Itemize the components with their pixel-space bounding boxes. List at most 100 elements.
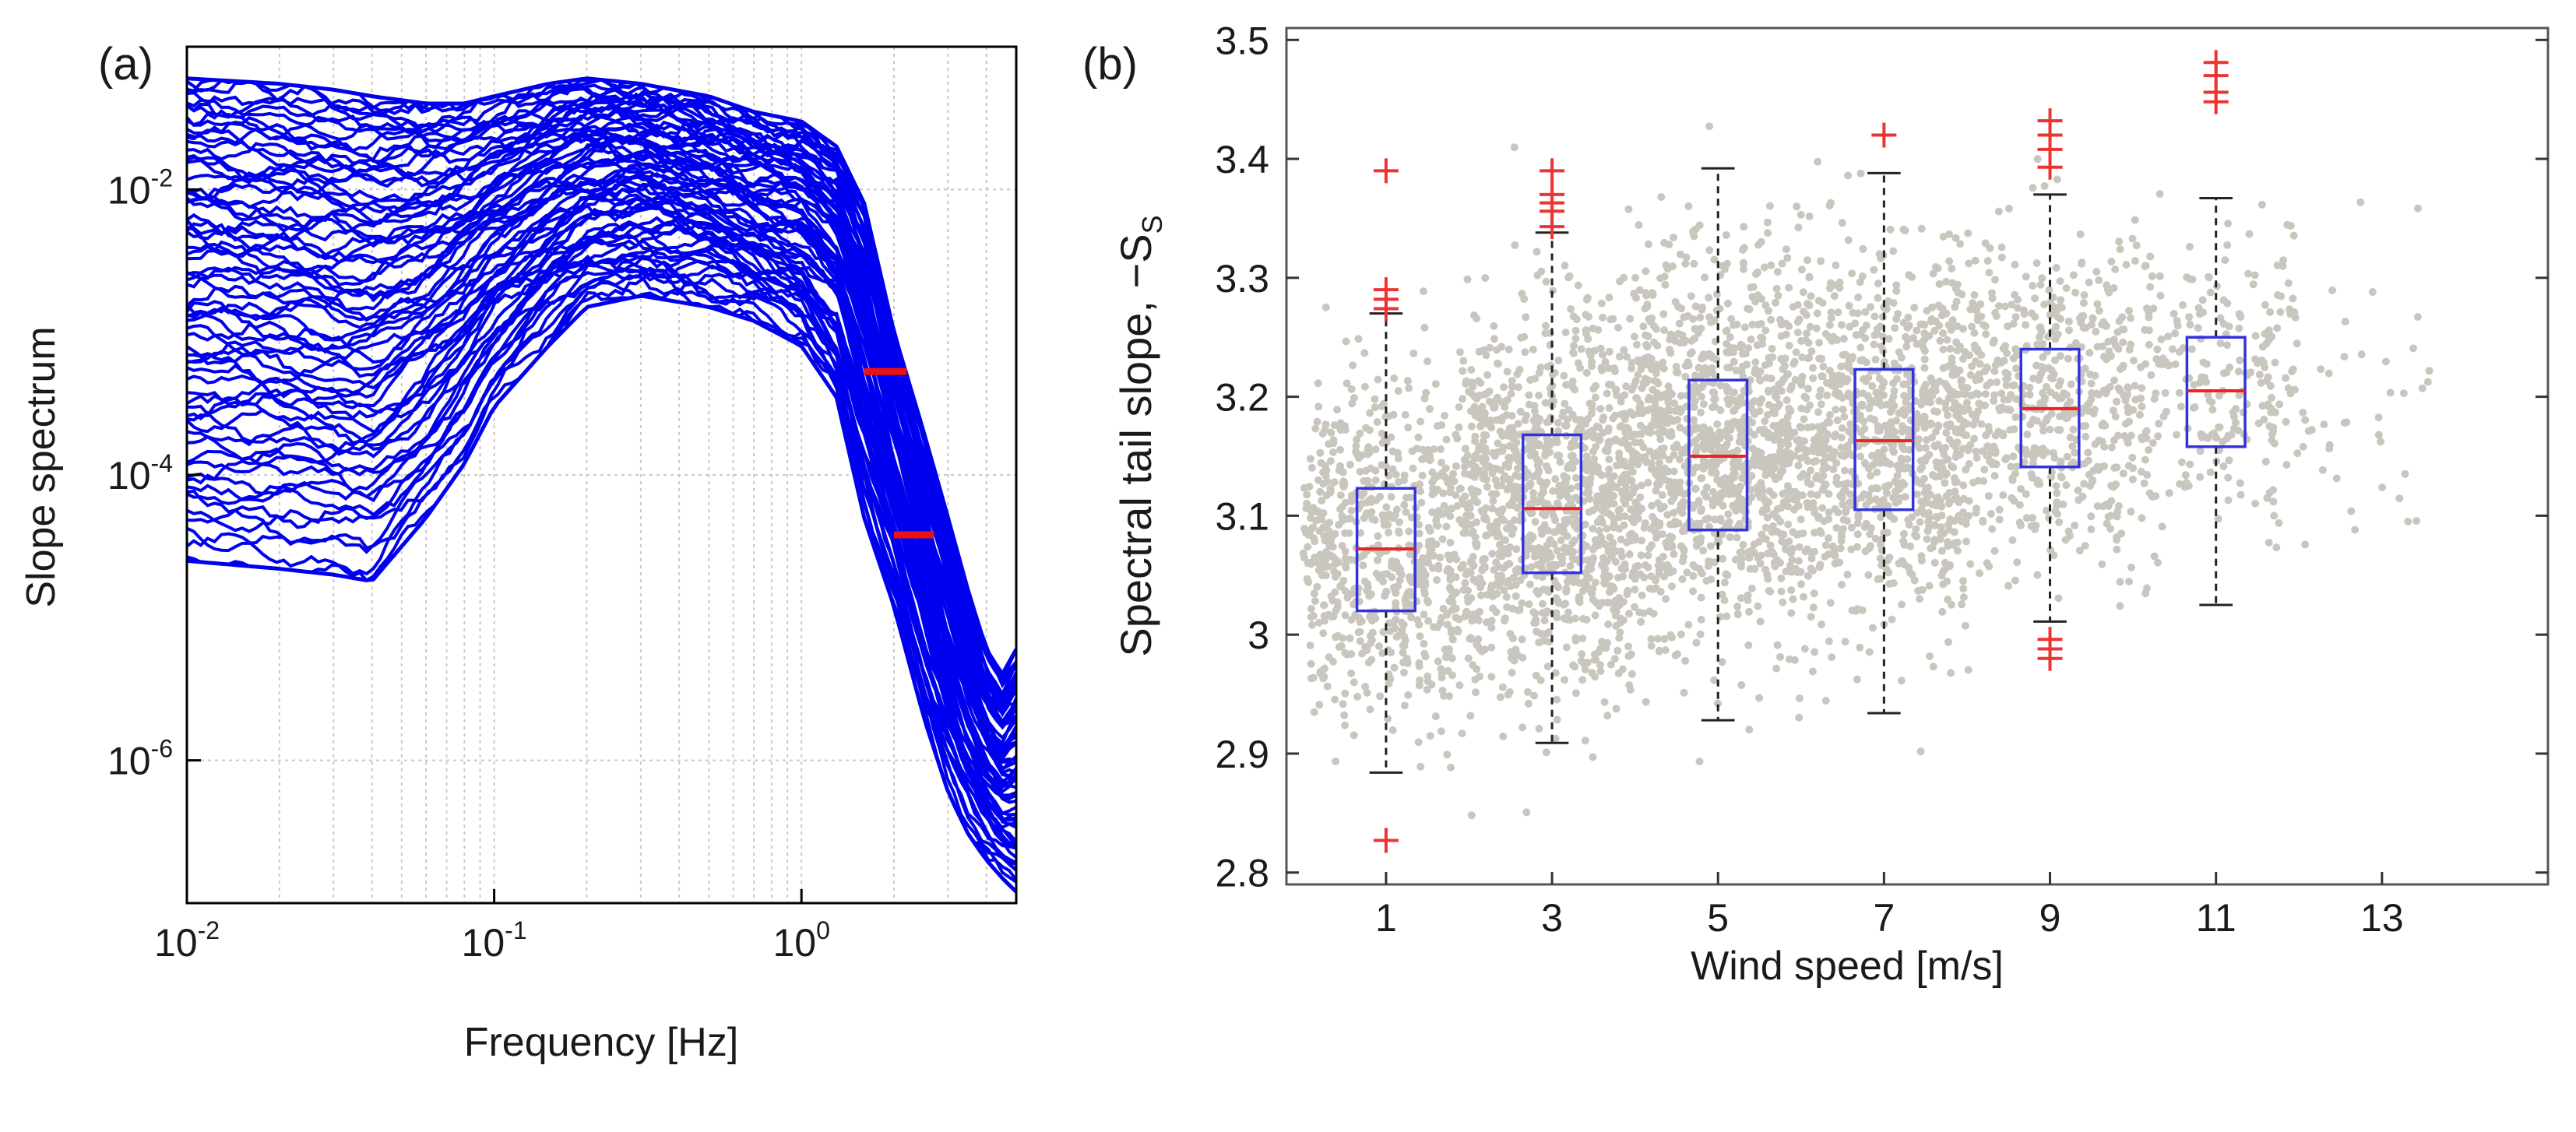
scatter-point bbox=[1382, 588, 1391, 596]
scatter-point bbox=[1599, 313, 1606, 322]
scatter-point bbox=[1571, 326, 1580, 335]
scatter-point bbox=[2057, 296, 2065, 304]
scatter-point bbox=[1657, 445, 1666, 453]
scatter-point bbox=[1600, 698, 1609, 706]
scatter-point bbox=[1809, 374, 1818, 382]
scatter-point bbox=[1446, 573, 1455, 582]
scatter-point bbox=[1437, 445, 1445, 453]
scatter-point bbox=[1680, 490, 1688, 498]
scatter-point bbox=[2332, 474, 2341, 483]
scatter-point bbox=[2001, 302, 2009, 311]
scatter-point bbox=[1975, 399, 1983, 408]
scatter-point bbox=[2105, 288, 2113, 297]
scatter-point bbox=[1712, 469, 1720, 477]
scatter-point bbox=[1773, 528, 1782, 536]
scatter-point bbox=[1645, 585, 1654, 592]
scatter-point bbox=[1457, 564, 1466, 572]
scatter-point bbox=[1740, 244, 1748, 252]
scatter-point bbox=[1761, 455, 1768, 464]
scatter-point bbox=[1452, 613, 1460, 622]
scatter-point bbox=[1966, 305, 1975, 314]
scatter-point bbox=[2004, 322, 2012, 331]
scatter-point bbox=[1761, 361, 1769, 369]
scatter-point bbox=[1617, 438, 1626, 447]
scatter-point bbox=[1399, 649, 1407, 657]
scatter-point bbox=[1751, 564, 1759, 573]
scatter-point bbox=[1941, 558, 1949, 567]
scatter-point bbox=[1723, 440, 1731, 448]
scatter-point bbox=[1832, 378, 1840, 387]
scatter-point bbox=[1803, 256, 1811, 265]
scatter-point bbox=[1551, 475, 1560, 483]
scatter-point bbox=[1442, 522, 1451, 531]
scatter-point bbox=[2155, 190, 2164, 199]
scatter-point bbox=[1889, 247, 1898, 255]
scatter-point bbox=[2009, 381, 2017, 389]
scatter-point bbox=[1305, 483, 1314, 491]
scatter-point bbox=[1678, 448, 1686, 457]
scatter-point bbox=[2056, 277, 2064, 286]
scatter-point bbox=[1366, 705, 1374, 714]
scatter-point bbox=[1561, 676, 1569, 684]
scatter-point bbox=[1533, 248, 1541, 256]
scatter-point bbox=[1568, 452, 1577, 460]
scatter-point bbox=[2069, 271, 2078, 279]
scatter-point bbox=[1327, 428, 1336, 437]
scatter-point bbox=[1980, 476, 1988, 485]
scatter-point bbox=[1892, 281, 1901, 290]
scatter-point bbox=[1416, 571, 1424, 579]
scatter-point bbox=[1776, 315, 1784, 324]
scatter-point bbox=[1395, 527, 1403, 536]
scatter-point bbox=[1953, 346, 1962, 355]
scatter-point bbox=[1321, 536, 1329, 545]
y-tick-label: 10-6 bbox=[107, 735, 173, 783]
scatter-point bbox=[1923, 307, 1931, 315]
outlier-marker bbox=[2037, 627, 2063, 652]
scatter-point bbox=[2165, 489, 2173, 497]
scatter-point bbox=[2234, 367, 2243, 376]
scatter-point bbox=[1596, 667, 1605, 676]
scatter-point bbox=[1409, 349, 1418, 357]
scatter-point bbox=[1680, 688, 1688, 697]
scatter-point bbox=[1707, 318, 1716, 327]
scatter-point bbox=[1856, 169, 1865, 178]
scatter-point bbox=[2087, 525, 2096, 533]
scatter-point bbox=[1994, 207, 2003, 216]
scatter-point bbox=[2103, 281, 2111, 290]
scatter-point bbox=[1713, 476, 1722, 484]
scatter-point bbox=[2176, 480, 2184, 488]
scatter-point bbox=[2267, 404, 2275, 413]
scatter-point bbox=[1821, 481, 1829, 490]
scatter-point bbox=[1664, 382, 1673, 391]
scatter-point bbox=[1825, 418, 1834, 427]
scatter-point bbox=[1622, 483, 1631, 492]
scatter-point bbox=[1455, 423, 1463, 431]
scatter-point bbox=[1512, 438, 1521, 447]
scatter-point bbox=[1400, 501, 1409, 509]
scatter-point bbox=[1961, 390, 1969, 399]
scatter-point bbox=[1304, 543, 1312, 551]
scatter-point bbox=[1620, 346, 1628, 354]
scatter-point bbox=[1831, 389, 1839, 398]
scatter-point bbox=[1648, 314, 1656, 322]
scatter-point bbox=[2147, 371, 2155, 379]
scatter-point bbox=[2161, 388, 2170, 397]
scatter-point bbox=[1783, 459, 1792, 468]
scatter-point bbox=[1353, 450, 1361, 459]
scatter-point bbox=[2026, 420, 2035, 429]
scatter-point bbox=[1309, 673, 1318, 682]
scatter-point bbox=[1962, 420, 1971, 428]
x-tick-label: 10-2 bbox=[154, 916, 220, 965]
scatter-point bbox=[2057, 457, 2065, 466]
scatter-point bbox=[1535, 368, 1543, 377]
scatter-point bbox=[1483, 483, 1491, 491]
scatter-point bbox=[1616, 277, 1624, 286]
scatter-point bbox=[1483, 475, 1490, 483]
scatter-point bbox=[2011, 345, 2020, 353]
scatter-point bbox=[1716, 304, 1724, 313]
scatter-point bbox=[1629, 568, 1638, 577]
scatter-point bbox=[1783, 420, 1792, 428]
scatter-point bbox=[1561, 479, 1570, 487]
scatter-point bbox=[2143, 304, 2151, 313]
scatter-point bbox=[1626, 315, 1635, 323]
